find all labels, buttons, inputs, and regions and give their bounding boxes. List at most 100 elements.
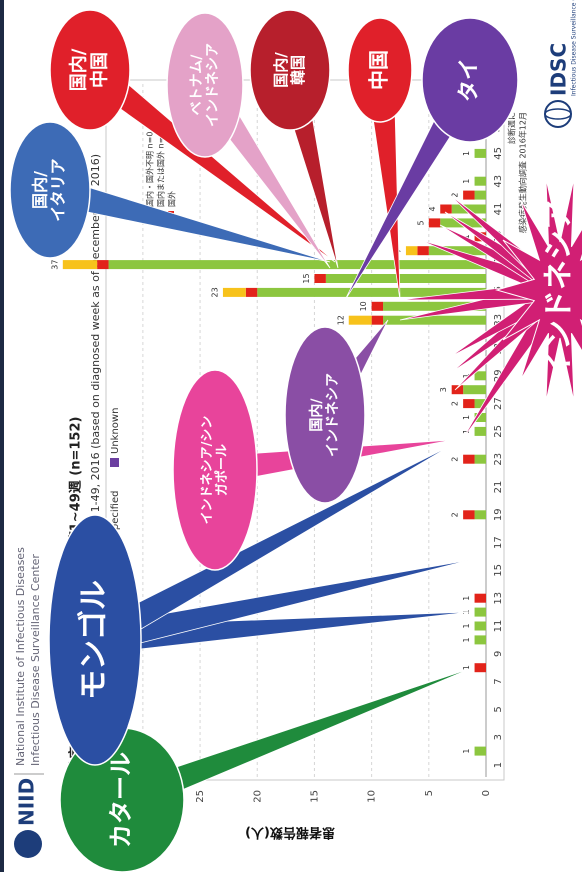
x-tick-label: 21 — [493, 481, 504, 494]
callout-text: インドネシア — [205, 43, 221, 127]
bar-segment — [474, 607, 486, 617]
slide-edge — [0, 0, 4, 872]
y-tick-label: 15 — [309, 790, 320, 803]
callout-bubble — [249, 9, 331, 131]
callout-bubble — [284, 326, 366, 504]
x-tick-label: 27 — [493, 397, 504, 410]
bar-segment — [474, 635, 486, 645]
y-tick-label: 5 — [424, 790, 435, 796]
x-tick-label: 7 — [493, 678, 504, 684]
x-tick-label: 33 — [493, 314, 504, 327]
bar-segment — [463, 385, 486, 395]
total-label: 15 — [302, 273, 311, 283]
total-label: 5 — [416, 220, 425, 225]
globe-meridian — [544, 108, 572, 120]
x-tick-label: 13 — [493, 592, 504, 605]
bar-segment — [314, 274, 326, 283]
bar-segment — [463, 510, 475, 520]
x-tick-label: 11 — [493, 620, 504, 633]
institute: National Institute of Infectious Disease… — [14, 547, 27, 766]
idsc-text: Infectious Disease Surveillance Center — [571, 0, 578, 96]
callout-text: ベトナム/ — [189, 54, 205, 116]
bar-segment — [222, 287, 246, 297]
bar-segment — [463, 399, 475, 409]
bar-segment — [474, 426, 486, 436]
x-tick-label: 43 — [493, 175, 504, 188]
total-label: 1 — [462, 373, 471, 378]
total-label: 12 — [336, 315, 345, 325]
y-tick-label: 25 — [195, 790, 206, 803]
callout-text: 中国 — [367, 50, 391, 90]
y-tick-label: 10 — [367, 790, 378, 803]
y-tick-label: 20 — [252, 790, 263, 803]
bar-segment — [463, 190, 475, 200]
bar-segment — [257, 287, 486, 297]
callout-text: インドネシア — [542, 200, 577, 380]
x-tick-label: 15 — [493, 564, 504, 577]
callout-text: 国内/ — [308, 398, 325, 432]
total-label: 2 — [451, 512, 460, 517]
bar-segment — [474, 148, 486, 158]
total-label: 23 — [210, 287, 219, 297]
total-label: 4 — [428, 206, 437, 211]
callout-bubble — [421, 17, 519, 143]
callout-bubble — [166, 12, 244, 158]
callout-bubble — [48, 514, 142, 766]
x-tick-label: 1 — [493, 762, 504, 768]
callout-text: 韓国 — [289, 55, 307, 85]
bar-segment — [371, 301, 384, 311]
callout-text: カタール — [107, 752, 135, 848]
bar-segment — [62, 260, 98, 270]
inset-label: 国内・国外不明 n=0 — [145, 132, 155, 207]
callout-text: タイ — [457, 58, 482, 102]
bar-segment — [405, 246, 418, 256]
x-tick-label: 41 — [493, 203, 504, 216]
callout-text: 国内/ — [30, 171, 49, 209]
bar-segment — [108, 260, 486, 270]
bar-segment — [371, 315, 384, 325]
total-label: 1 — [462, 179, 471, 184]
total-label: 1 — [462, 637, 471, 642]
callout-bubble — [49, 9, 131, 131]
idsc-logo: IDSC — [547, 43, 571, 96]
x-tick-label: 5 — [493, 706, 504, 712]
callout-text: ガポール — [214, 444, 230, 496]
bar-segment — [474, 176, 486, 186]
total-label: 1 — [462, 665, 471, 670]
callout-text: インドネシア — [325, 373, 341, 457]
bar-segment — [325, 274, 486, 283]
callout-burst — [494, 177, 582, 403]
x-tick-label: 9 — [493, 651, 504, 657]
bar-segment — [474, 510, 486, 520]
y-tick-label: 0 — [481, 790, 492, 796]
bar-segment — [417, 246, 429, 256]
bar-segment — [245, 287, 258, 297]
total-label: 1 — [462, 151, 471, 156]
callout-text: 国内/ — [272, 52, 290, 88]
inset-label: 国外 — [167, 191, 177, 207]
bar-segment — [474, 190, 486, 200]
niid-emblem — [14, 830, 42, 858]
total-label: 1 — [462, 415, 471, 420]
total-label: 2 — [451, 401, 460, 406]
callout-bubble — [172, 369, 258, 571]
total-label: 2 — [451, 193, 460, 198]
bar-segment — [474, 454, 486, 464]
bar-segment — [348, 315, 372, 325]
total-label: 1 — [462, 623, 471, 628]
total-label: 2 — [451, 457, 460, 462]
legend-label: Unknown — [110, 408, 121, 454]
legend-label: Unspecified — [110, 491, 121, 549]
callout-bubble — [347, 17, 413, 123]
x-tick-label: 19 — [493, 508, 504, 521]
inset-label: 国内または国外 n=9 — [156, 132, 166, 207]
callout-text: イタリア — [49, 158, 68, 221]
footnote: 診断週に — [507, 112, 517, 144]
bar-segment — [474, 663, 486, 673]
bar-segment — [474, 621, 486, 631]
center: Infectious Disease Surveillance Center — [29, 554, 42, 766]
legend-swatch — [110, 458, 119, 467]
callout-text: モンゴル — [77, 580, 112, 700]
